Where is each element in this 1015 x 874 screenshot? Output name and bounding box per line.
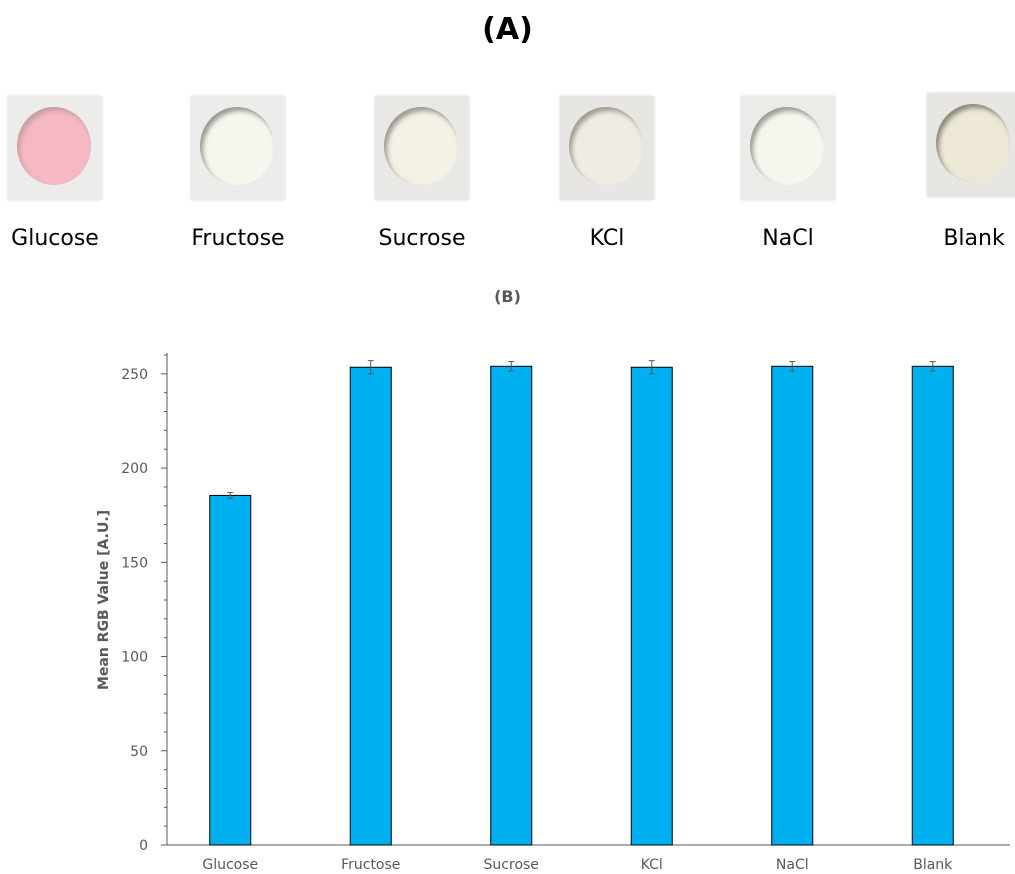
sample-label-sucrose: Sucrose — [347, 226, 497, 251]
sample-swatch-glucose — [8, 96, 102, 200]
sample-spot — [200, 107, 274, 185]
sample-swatch-kcl — [560, 96, 654, 200]
bar-series — [210, 366, 954, 845]
sample-spot — [750, 107, 824, 185]
bar-blank — [912, 366, 953, 845]
y-axis: 0 50 100 150 200 250 — [121, 353, 167, 854]
sample-label-glucose: Glucose — [0, 226, 130, 251]
x-tick-label-blank: Blank — [913, 857, 953, 873]
bar-sucrose — [491, 366, 532, 845]
bar-chart: 0 50 100 150 200 250 Glucose Fructose Sucrose KC… — [0, 330, 1015, 874]
sample-spot — [936, 104, 1010, 182]
sample-label-kcl: KCl — [532, 226, 682, 251]
panel-b-title: (B) — [0, 287, 1015, 306]
bar-fructose — [350, 367, 391, 845]
bar-kcl — [631, 367, 672, 845]
sample-label-nacl: NaCl — [713, 226, 863, 251]
y-tick-label: 50 — [130, 744, 148, 760]
y-tick-label: 100 — [121, 650, 148, 666]
y-tick-label: 200 — [121, 461, 148, 477]
sample-spot — [569, 107, 643, 185]
y-tick-label: 0 — [139, 838, 148, 854]
y-tick-label: 250 — [121, 367, 148, 383]
sample-swatch-nacl — [741, 96, 835, 200]
x-tick-label-sucrose: Sucrose — [484, 857, 539, 873]
x-tick-label-glucose: Glucose — [202, 857, 258, 873]
sample-spot — [384, 107, 458, 185]
error-bars — [227, 361, 936, 499]
sample-label-blank: Blank — [899, 226, 1015, 251]
panel-a-title: (A) — [0, 12, 1015, 47]
x-tick-label-kcl: KCl — [641, 857, 663, 873]
bar-nacl — [772, 366, 813, 845]
x-tick-label-nacl: NaCl — [776, 857, 809, 873]
x-tick-label-fructose: Fructose — [341, 857, 400, 873]
sample-swatch-sucrose — [375, 96, 469, 200]
sample-label-fructose: Fructose — [163, 226, 313, 251]
x-axis: Glucose Fructose Sucrose KCl NaCl Blank — [167, 845, 1010, 873]
bar-glucose — [210, 495, 251, 845]
y-axis-label: Mean RGB Value [A.U.] — [96, 510, 112, 690]
sample-swatch-fructose — [191, 96, 285, 200]
sample-spot — [17, 107, 91, 185]
y-tick-label: 150 — [121, 555, 148, 571]
sample-swatch-blank — [927, 93, 1015, 197]
